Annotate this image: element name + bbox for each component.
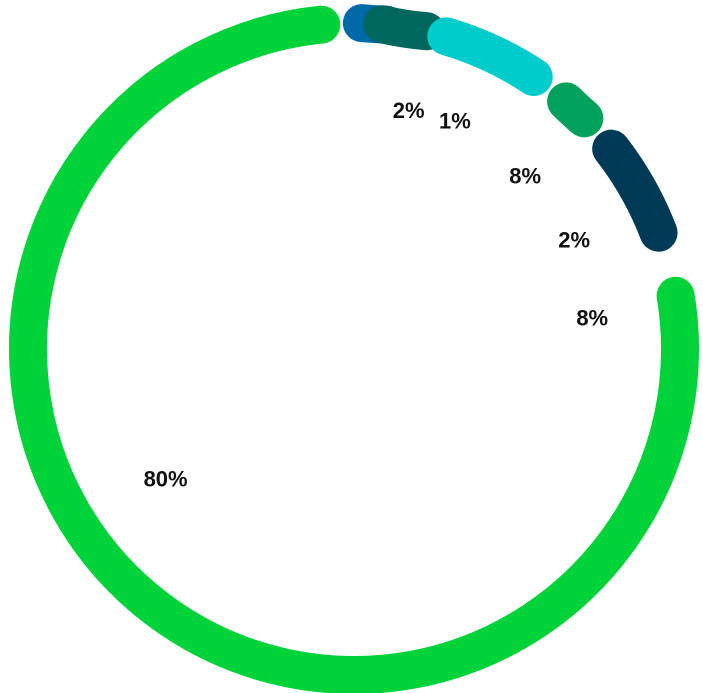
slice-label-4: 2% [558, 227, 590, 252]
slice-label-3: 8% [509, 164, 541, 189]
donut-slice-2 [363, 5, 446, 51]
slice-label-2: 1% [439, 108, 471, 133]
slice-label-5: 8% [576, 306, 608, 331]
donut-slice-5 [592, 129, 678, 252]
donut-labels: 2% 1% 8% 2% 8% 80% [144, 98, 609, 492]
donut-slice-6 [9, 5, 699, 693]
donut-slice-4 [547, 82, 604, 138]
donut-arcs [9, 4, 699, 693]
slice-label-1: 2% [393, 98, 425, 123]
slice-label-6: 80% [144, 467, 188, 492]
donut-slice-3 [427, 17, 553, 97]
